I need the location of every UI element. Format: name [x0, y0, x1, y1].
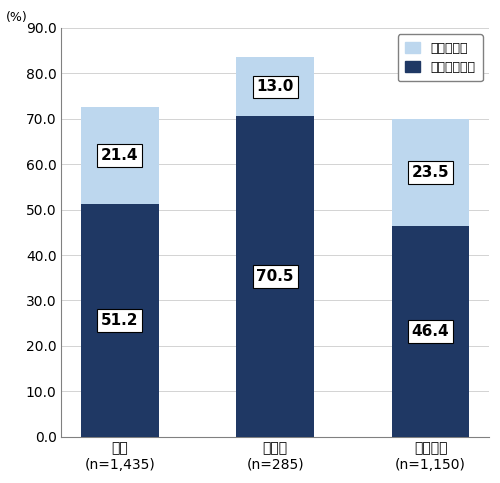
- Bar: [236, 116, 314, 437]
- Bar: [81, 204, 158, 437]
- Legend: 利用検討中, 利用している: 利用検討中, 利用している: [398, 34, 482, 81]
- Bar: [236, 57, 314, 116]
- Text: 21.4: 21.4: [101, 148, 138, 163]
- Bar: [81, 107, 158, 204]
- Bar: [392, 119, 469, 226]
- Text: 23.5: 23.5: [412, 165, 450, 180]
- Text: 51.2: 51.2: [101, 313, 138, 328]
- Bar: [392, 226, 469, 437]
- Text: (%): (%): [6, 11, 28, 24]
- Text: 13.0: 13.0: [256, 79, 294, 94]
- Text: 46.4: 46.4: [412, 324, 450, 339]
- Text: 70.5: 70.5: [256, 269, 294, 284]
